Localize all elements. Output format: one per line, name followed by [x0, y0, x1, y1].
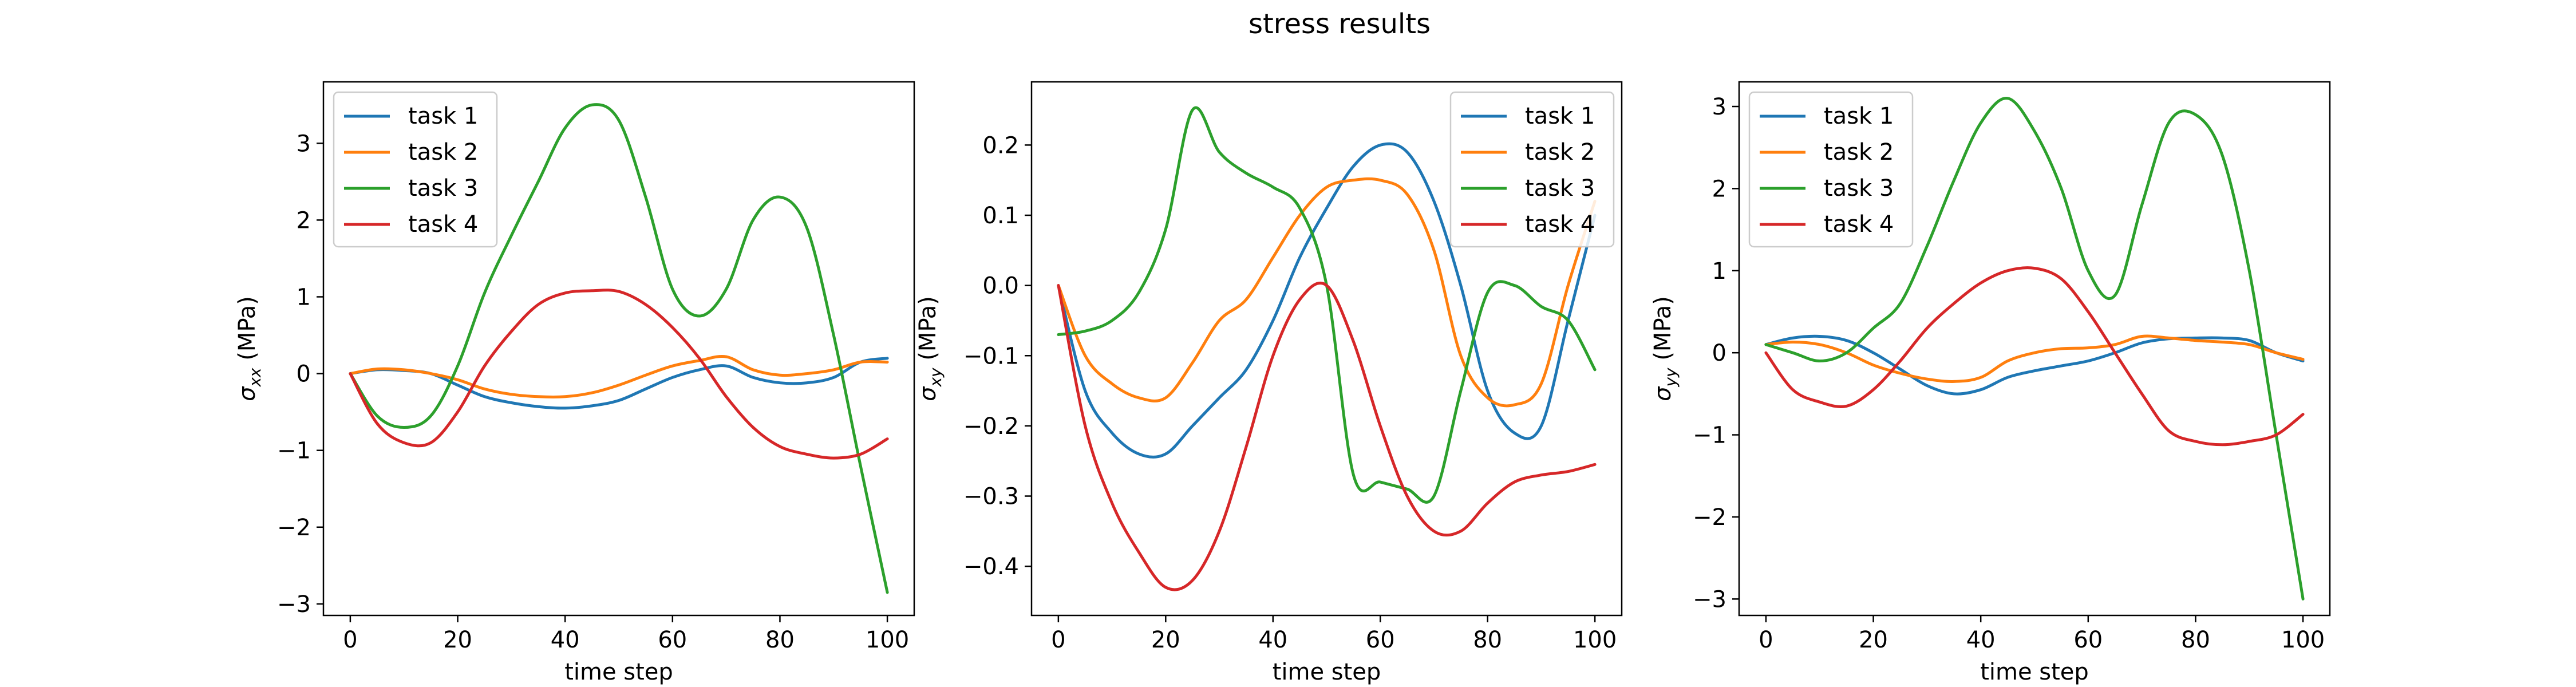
- y-axis-label: σxx (MPa): [234, 296, 264, 401]
- y-label-subscript: xx: [246, 368, 264, 388]
- figure-title: stress results: [1249, 8, 1431, 40]
- y-tick-label: −0.2: [963, 413, 1019, 440]
- series-group: [349, 103, 889, 594]
- series-line-task-1: [1057, 142, 1597, 459]
- legend-label: task 4: [408, 211, 478, 238]
- x-tick-label: 40: [1258, 627, 1287, 653]
- y-tick-label: 1: [1712, 258, 1726, 285]
- y-tick-label: −3: [1693, 586, 1726, 613]
- series-group: [1057, 106, 1597, 591]
- y-tick-label: 2: [1712, 176, 1726, 202]
- x-tick-label: 0: [1759, 627, 1773, 653]
- y-tick-label: −3: [277, 591, 311, 618]
- x-tick-label: 60: [658, 627, 687, 653]
- series-line-task-4: [1764, 266, 2305, 447]
- x-tick-label: 100: [866, 627, 909, 653]
- series-line-task-2: [349, 355, 889, 398]
- x-tick-label: 40: [551, 627, 580, 653]
- x-tick-label: 20: [443, 627, 472, 653]
- legend-label: task 3: [408, 175, 478, 202]
- series-group: [1764, 97, 2305, 601]
- y-label-subscript: xy: [926, 368, 945, 388]
- legend-box: [333, 91, 498, 248]
- y-tick-label: 3: [1712, 94, 1726, 120]
- y-tick-label: 1: [297, 284, 311, 310]
- series-line-task-1: [1764, 334, 2305, 396]
- y-axis-label: σyy (MPa): [1650, 296, 1680, 401]
- y-tick-label: −1: [1693, 423, 1726, 449]
- y-tick-label: −1: [277, 438, 311, 464]
- chart-panel-1: 0 20 40 60 80 100 −3 −2 −1 0 1 2 3 time step σxx (MPa)…: [234, 81, 915, 685]
- legend-label: task 4: [1525, 211, 1595, 238]
- y-tick-label: −2: [277, 515, 311, 541]
- x-axis-label: time step: [1980, 659, 2089, 685]
- axes-frame: [1738, 81, 2331, 617]
- x-tick-label: 60: [1366, 627, 1395, 653]
- series-line-task-3: [1057, 106, 1597, 504]
- x-axis-label: time step: [1273, 659, 1381, 685]
- x-tick-label: 100: [2281, 627, 2325, 653]
- series-line-task-4: [349, 289, 889, 460]
- legend: task 1 task 2 task 3 task 4: [1748, 91, 1914, 248]
- legend-label: task 4: [1824, 211, 1894, 238]
- y-tick-label: 2: [297, 207, 311, 234]
- axes-frame: [322, 81, 915, 617]
- legend-label: task 1: [1824, 103, 1894, 129]
- x-tick-label: 20: [1859, 627, 1888, 653]
- legend-label: task 3: [1525, 175, 1595, 202]
- y-label-subscript: yy: [1661, 368, 1680, 388]
- x-axis-label: time step: [564, 659, 673, 685]
- y-label-symbol: σ: [915, 386, 941, 401]
- series-line-task-3: [349, 103, 889, 594]
- legend-box: [1449, 91, 1615, 248]
- y-tick-label: −0.4: [963, 554, 1019, 580]
- legend-label: task 2: [1824, 139, 1894, 165]
- series-line-task-3: [1764, 97, 2305, 601]
- y-axis-label: σxy (MPa): [915, 296, 945, 401]
- x-tick-label: 40: [1966, 627, 1996, 653]
- chart-panel-3: 0 20 40 60 80 100 −3 −2 −1 0 1 2 3 time step σyy (MPa)…: [1650, 81, 2331, 685]
- y-tick-label: −0.3: [963, 484, 1019, 510]
- series-line-task-4: [1057, 281, 1597, 591]
- y-tick-label: 3: [297, 131, 311, 157]
- x-tick-label: 0: [1051, 627, 1065, 653]
- y-label-unit: (MPa): [234, 296, 260, 368]
- x-tick-label: 80: [1473, 627, 1502, 653]
- legend-label: task 1: [1525, 103, 1595, 129]
- y-label-unit: (MPa): [915, 296, 941, 368]
- x-tick-label: 80: [2181, 627, 2210, 653]
- x-tick-label: 20: [1151, 627, 1180, 653]
- chart-panel-2: 0 20 40 60 80 100 −0.4 −0.3 −0.2 −0.1 0.0 0.1 0.2 tim…: [915, 81, 1623, 685]
- x-tick-label: 60: [2073, 627, 2103, 653]
- legend-label: task 3: [1824, 175, 1894, 202]
- legend-label: task 1: [408, 103, 478, 129]
- y-tick-label: 0.1: [982, 203, 1019, 229]
- y-label-unit: (MPa): [1650, 296, 1676, 368]
- y-tick-label: 0: [1712, 340, 1726, 366]
- x-tick-label: 0: [343, 627, 357, 653]
- legend: task 1 task 2 task 3 task 4: [333, 91, 498, 248]
- y-tick-label: 0: [297, 361, 311, 388]
- legend-label: task 2: [408, 139, 478, 165]
- y-label-symbol: σ: [234, 386, 260, 401]
- y-tick-label: −2: [1693, 504, 1726, 531]
- y-tick-label: −0.1: [963, 343, 1019, 369]
- x-tick-label: 80: [765, 627, 795, 653]
- series-line-task-2: [1764, 334, 2305, 383]
- axes-frame: [1030, 81, 1623, 617]
- legend-label: task 2: [1525, 139, 1595, 165]
- y-tick-label: 0.0: [982, 273, 1019, 299]
- legend: task 1 task 2 task 3 task 4: [1449, 91, 1615, 248]
- y-label-symbol: σ: [1650, 386, 1676, 401]
- x-tick-label: 100: [1573, 627, 1617, 653]
- legend-box: [1748, 91, 1914, 248]
- series-line-task-2: [1057, 177, 1597, 408]
- y-tick-label: 0.2: [982, 132, 1019, 159]
